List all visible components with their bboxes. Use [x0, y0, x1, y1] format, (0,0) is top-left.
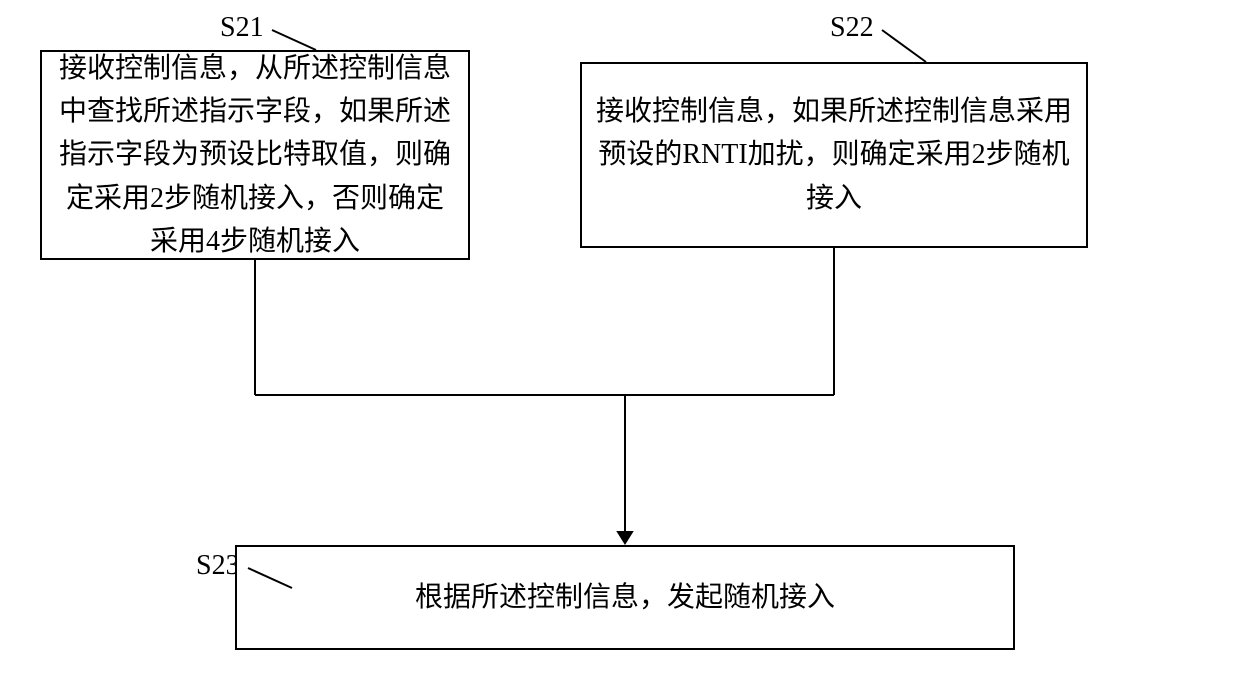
label-s23: S23 [196, 550, 240, 582]
node-s21: 接收控制信息，从所述控制信息中查找所述指示字段，如果所述指示字段为预设比特取值，… [40, 50, 470, 260]
flowchart-canvas: S21 S22 S23 接收控制信息，从所述控制信息中查找所述指示字段，如果所述… [0, 0, 1240, 683]
node-s22-text: 接收控制信息，如果所述控制信息采用预设的RNTI加扰，则确定采用2步随机接入 [596, 90, 1072, 220]
node-s23: 根据所述控制信息，发起随机接入 [235, 545, 1015, 650]
node-s22: 接收控制信息，如果所述控制信息采用预设的RNTI加扰，则确定采用2步随机接入 [580, 62, 1088, 248]
label-s22: S22 [830, 12, 874, 44]
node-s21-text: 接收控制信息，从所述控制信息中查找所述指示字段，如果所述指示字段为预设比特取值，… [56, 47, 454, 264]
label-s21: S21 [220, 12, 264, 44]
node-s23-text: 根据所述控制信息，发起随机接入 [415, 576, 835, 619]
